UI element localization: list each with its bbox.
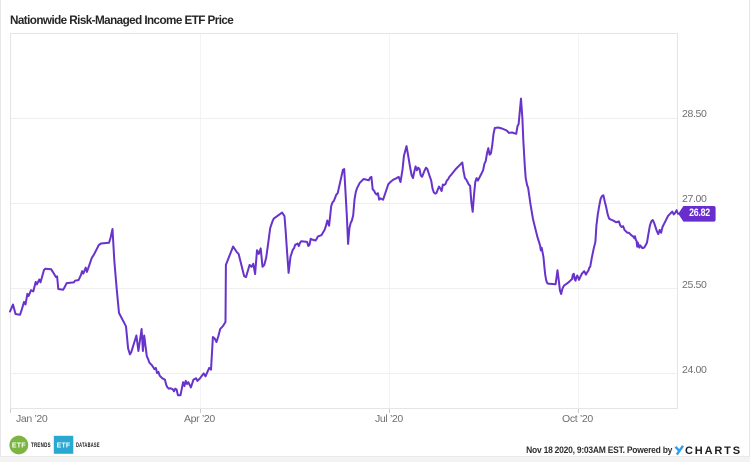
svg-text:ETF: ETF bbox=[12, 443, 26, 450]
svg-text:ETF: ETF bbox=[57, 443, 71, 450]
